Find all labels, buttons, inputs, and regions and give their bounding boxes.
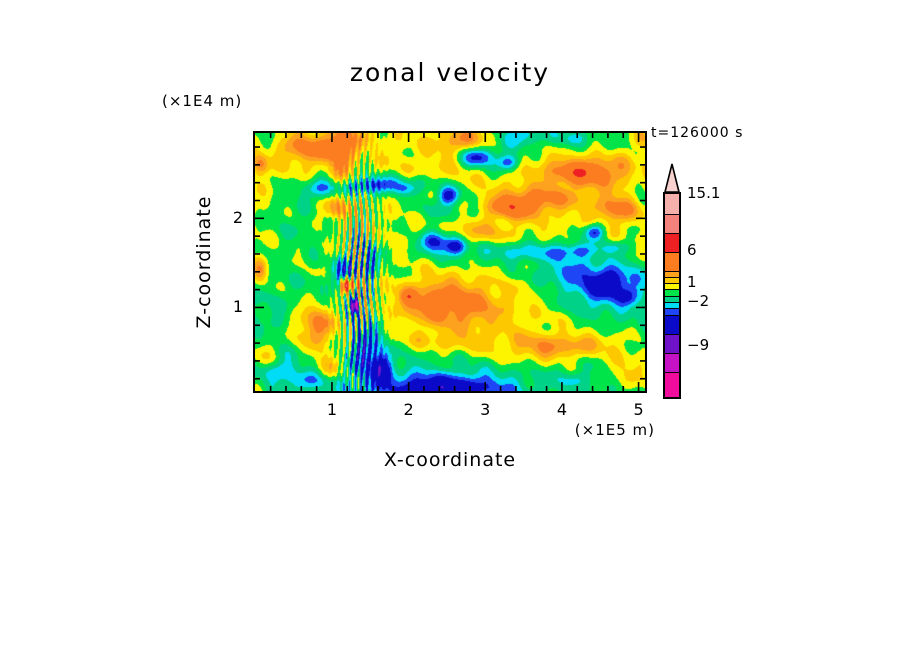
- colorbar-segment: [665, 314, 679, 334]
- x-tick-label: 3: [480, 400, 491, 419]
- contour-plot-canvas: [253, 131, 647, 393]
- colorbar-segment: [665, 295, 679, 303]
- y-tick-label: 1: [232, 297, 243, 317]
- colorbar-segment: [665, 302, 679, 309]
- colorbar-level-label: 6: [687, 241, 697, 259]
- x-tick-label: 1: [326, 400, 338, 419]
- colorbar-segment: [665, 371, 679, 397]
- colorbar-level-label: −2: [687, 292, 710, 310]
- colorbar-segment: [665, 276, 679, 284]
- colorbar-segment: [665, 194, 679, 214]
- colorbar-segment: [665, 333, 679, 353]
- colorbar-segment: [665, 251, 679, 271]
- colorbar-segment: [665, 289, 679, 296]
- y-axis-title: Z-coordinate: [193, 195, 215, 329]
- colorbar-overflow-arrow: [663, 163, 681, 193]
- x-tick-label: 4: [556, 400, 567, 419]
- colorbar-segment: [665, 308, 679, 315]
- colorbar-segment: [665, 283, 679, 290]
- colorbar-segment: [665, 352, 679, 372]
- colorbar-segment: [665, 232, 679, 252]
- colorbar-level-label: 1: [687, 273, 697, 291]
- colorbar: [663, 192, 681, 399]
- x-tick-label: 5: [633, 400, 644, 419]
- colorbar-segment: [665, 213, 679, 233]
- colorbar-level-label: −9: [687, 336, 710, 354]
- page-title: zonal velocity: [349, 58, 551, 87]
- x-axis-units-label: (×1E5 m): [574, 421, 655, 439]
- y-tick-label: 2: [232, 208, 243, 228]
- colorbar-segment: [665, 270, 679, 277]
- time-annotation: t=126000 s: [651, 125, 744, 141]
- x-axis-title: X-coordinate: [383, 449, 517, 471]
- x-tick-label: 2: [403, 400, 414, 419]
- y-axis-units-label: (×1E4 m): [162, 92, 243, 110]
- colorbar-level-label: 15.1: [687, 184, 721, 202]
